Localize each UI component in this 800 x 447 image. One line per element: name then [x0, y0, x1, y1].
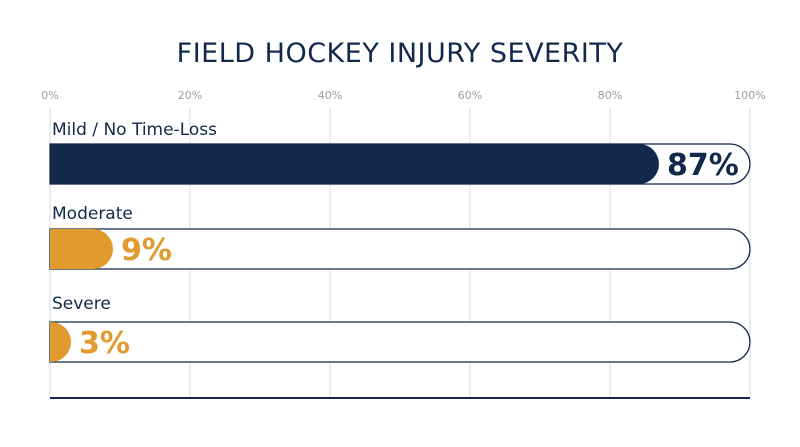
- bar: [50, 144, 659, 184]
- value-label: 3%: [79, 326, 130, 361]
- x-tick-label: 100%: [734, 89, 765, 102]
- x-tick-label: 80%: [598, 89, 622, 102]
- bars: Mild / No Time-Loss 87% Moderate 9% Severe 3%: [49, 120, 751, 363]
- x-tick-label: 40%: [318, 89, 342, 102]
- bar: [50, 229, 113, 269]
- value-label: 9%: [121, 233, 172, 268]
- category-label: Moderate: [52, 204, 133, 224]
- bar-group: Severe 3%: [49, 294, 751, 363]
- chart-title: FIELD HOCKEY INJURY SEVERITY: [177, 38, 624, 69]
- bar: [50, 322, 71, 362]
- bar-group: Mild / No Time-Loss 87%: [49, 120, 751, 185]
- x-tick-label: 0%: [41, 89, 58, 102]
- category-label: Severe: [52, 294, 111, 314]
- bar-track: [49, 228, 751, 270]
- x-tick-label: 20%: [178, 89, 202, 102]
- x-tick-label: 60%: [458, 89, 482, 102]
- bar-track: [49, 321, 751, 363]
- value-label: 87%: [667, 148, 739, 183]
- category-label: Mild / No Time-Loss: [52, 120, 217, 140]
- bar-group: Moderate 9%: [49, 204, 751, 270]
- x-axis-ticks: 0% 20% 40% 60% 80% 100%: [41, 89, 765, 102]
